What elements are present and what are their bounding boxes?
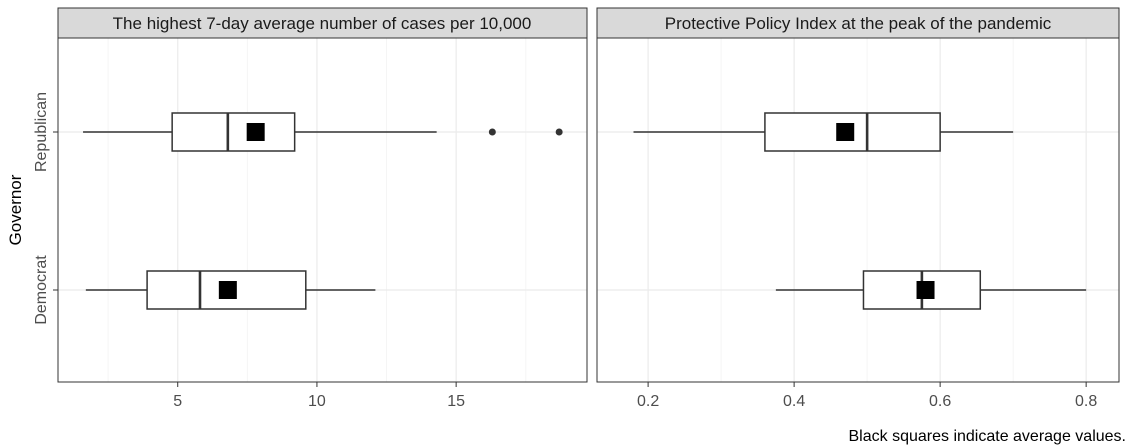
panel-border-left [57,37,588,383]
y-axis-title: Governor [6,174,25,245]
outlier-point-republican [555,128,563,136]
mean-marker-republican [836,123,855,141]
x-tick-label-left: 10 [308,393,326,410]
mean-marker-republican [246,123,265,141]
plot-right [597,38,1119,382]
x-tick-label-left: 15 [447,393,465,410]
box-republican [171,112,296,152]
panel-left: The highest 7-day average number of case… [57,7,588,410]
strip-left [57,7,588,39]
mean-marker-democrat [218,281,237,299]
x-tick-label-right: 0.4 [783,393,805,410]
plot-left [58,38,587,382]
outlier-point-republican [488,128,496,136]
caption: Black squares indicate average values. [849,428,1127,445]
x-tick-label-right: 0.8 [1075,393,1097,410]
strip-right [596,7,1120,39]
y-axis-labels: Republican Democrat [33,92,58,325]
mean-marker-democrat [916,281,935,299]
y-tick-label-republican: Republican [33,92,50,172]
y-tick-label-democrat: Democrat [33,255,50,325]
x-tick-label-left: 5 [173,393,182,410]
ticks-right: 0.2 0.4 0.6 0.8 [637,382,1097,410]
x-tick-label-right: 0.2 [637,393,659,410]
strip-title-left: The highest 7-day average number of case… [113,14,532,33]
strip-title-right: Protective Policy Index at the peak of t… [665,14,1052,33]
ticks-left: 5 10 15 [173,382,465,410]
x-tick-label-right: 0.6 [929,393,951,410]
panel-border-right [596,37,1120,383]
panel-right: Protective Policy Index at the peak of t… [596,7,1120,410]
